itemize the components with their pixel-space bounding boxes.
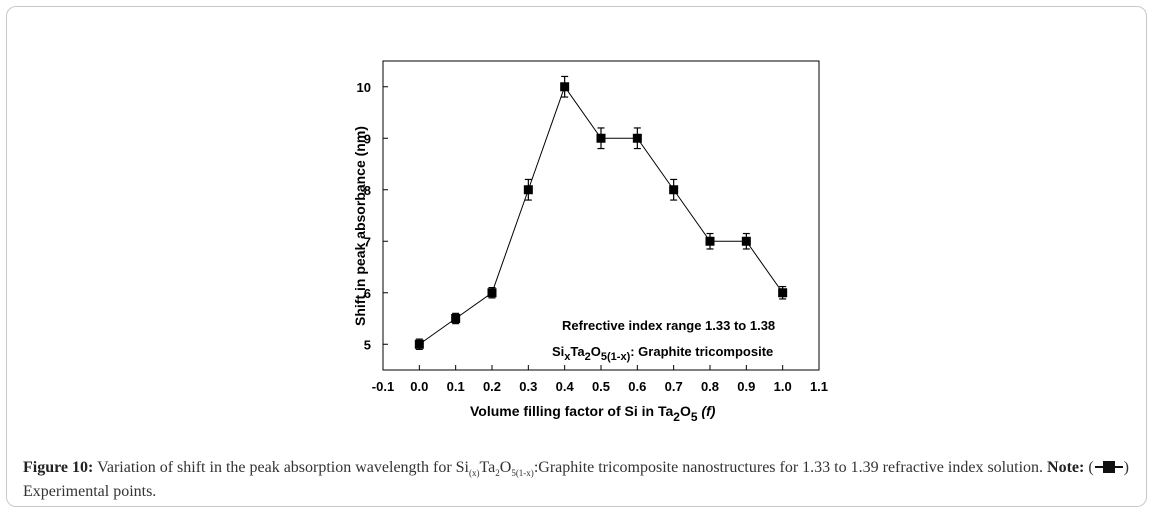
x-tick-label: 0.9 xyxy=(737,379,755,394)
y-tick-label: 9 xyxy=(364,131,371,146)
data-point xyxy=(778,288,788,298)
data-point xyxy=(705,236,715,246)
y-tick-label: 5 xyxy=(364,337,371,352)
data-point xyxy=(632,133,642,143)
x-tick-label: 1.1 xyxy=(810,379,828,394)
data-point xyxy=(741,236,751,246)
y-tick-label: 7 xyxy=(364,234,371,249)
data-point xyxy=(414,339,424,349)
chart: 5 6 7 8 9 10 -0.1 0.0 0.1 0.2 0.3 0.4 0.5 0.6 0.7 0.8 0… xyxy=(352,60,828,424)
x-tick-label: 0.0 xyxy=(410,379,428,394)
x-tick-label: -0.1 xyxy=(372,379,394,394)
x-tick-label: 0.6 xyxy=(628,379,646,394)
x-tick-label: 0.5 xyxy=(592,379,610,394)
x-tick-label: 0.4 xyxy=(556,379,575,394)
x-tick-label: 0.3 xyxy=(519,379,537,394)
annotation-refractive-index: Refrective index range 1.33 to 1.38 xyxy=(562,318,775,333)
note-label: Note: xyxy=(1047,459,1085,476)
x-tick-label: 0.8 xyxy=(701,379,719,394)
figure-frame xyxy=(6,6,1147,507)
data-point xyxy=(669,185,679,195)
y-tick-label: 6 xyxy=(364,286,371,301)
x-tick-label: 0.1 xyxy=(447,379,465,394)
note-text: Experimental points. xyxy=(23,483,157,500)
series-line xyxy=(419,85,784,345)
x-tick-label: 0.2 xyxy=(483,379,501,394)
data-point xyxy=(487,288,497,298)
annotation-composition: SixTa2O5(1-x): Graphite tricomposite xyxy=(552,344,773,363)
data-point xyxy=(596,133,606,143)
y-axis-label: Shift in peak absorbance (nm) xyxy=(352,126,368,326)
x-tick-label: 0.7 xyxy=(665,379,683,394)
legend-marker-icon xyxy=(1094,461,1124,473)
y-tick-label: 10 xyxy=(357,80,371,95)
caption-label: Figure 10: xyxy=(23,459,94,476)
data-point xyxy=(523,185,533,195)
data-point xyxy=(560,82,570,92)
data-point xyxy=(451,314,461,323)
figure-caption: Figure 10: Variation of shift in the pea… xyxy=(23,459,1129,500)
x-axis-label: Volume filling factor of Si in Ta2O5 (f) xyxy=(470,403,716,424)
x-tick-label: 1.0 xyxy=(774,379,792,394)
y-tick-label: 8 xyxy=(364,183,371,198)
